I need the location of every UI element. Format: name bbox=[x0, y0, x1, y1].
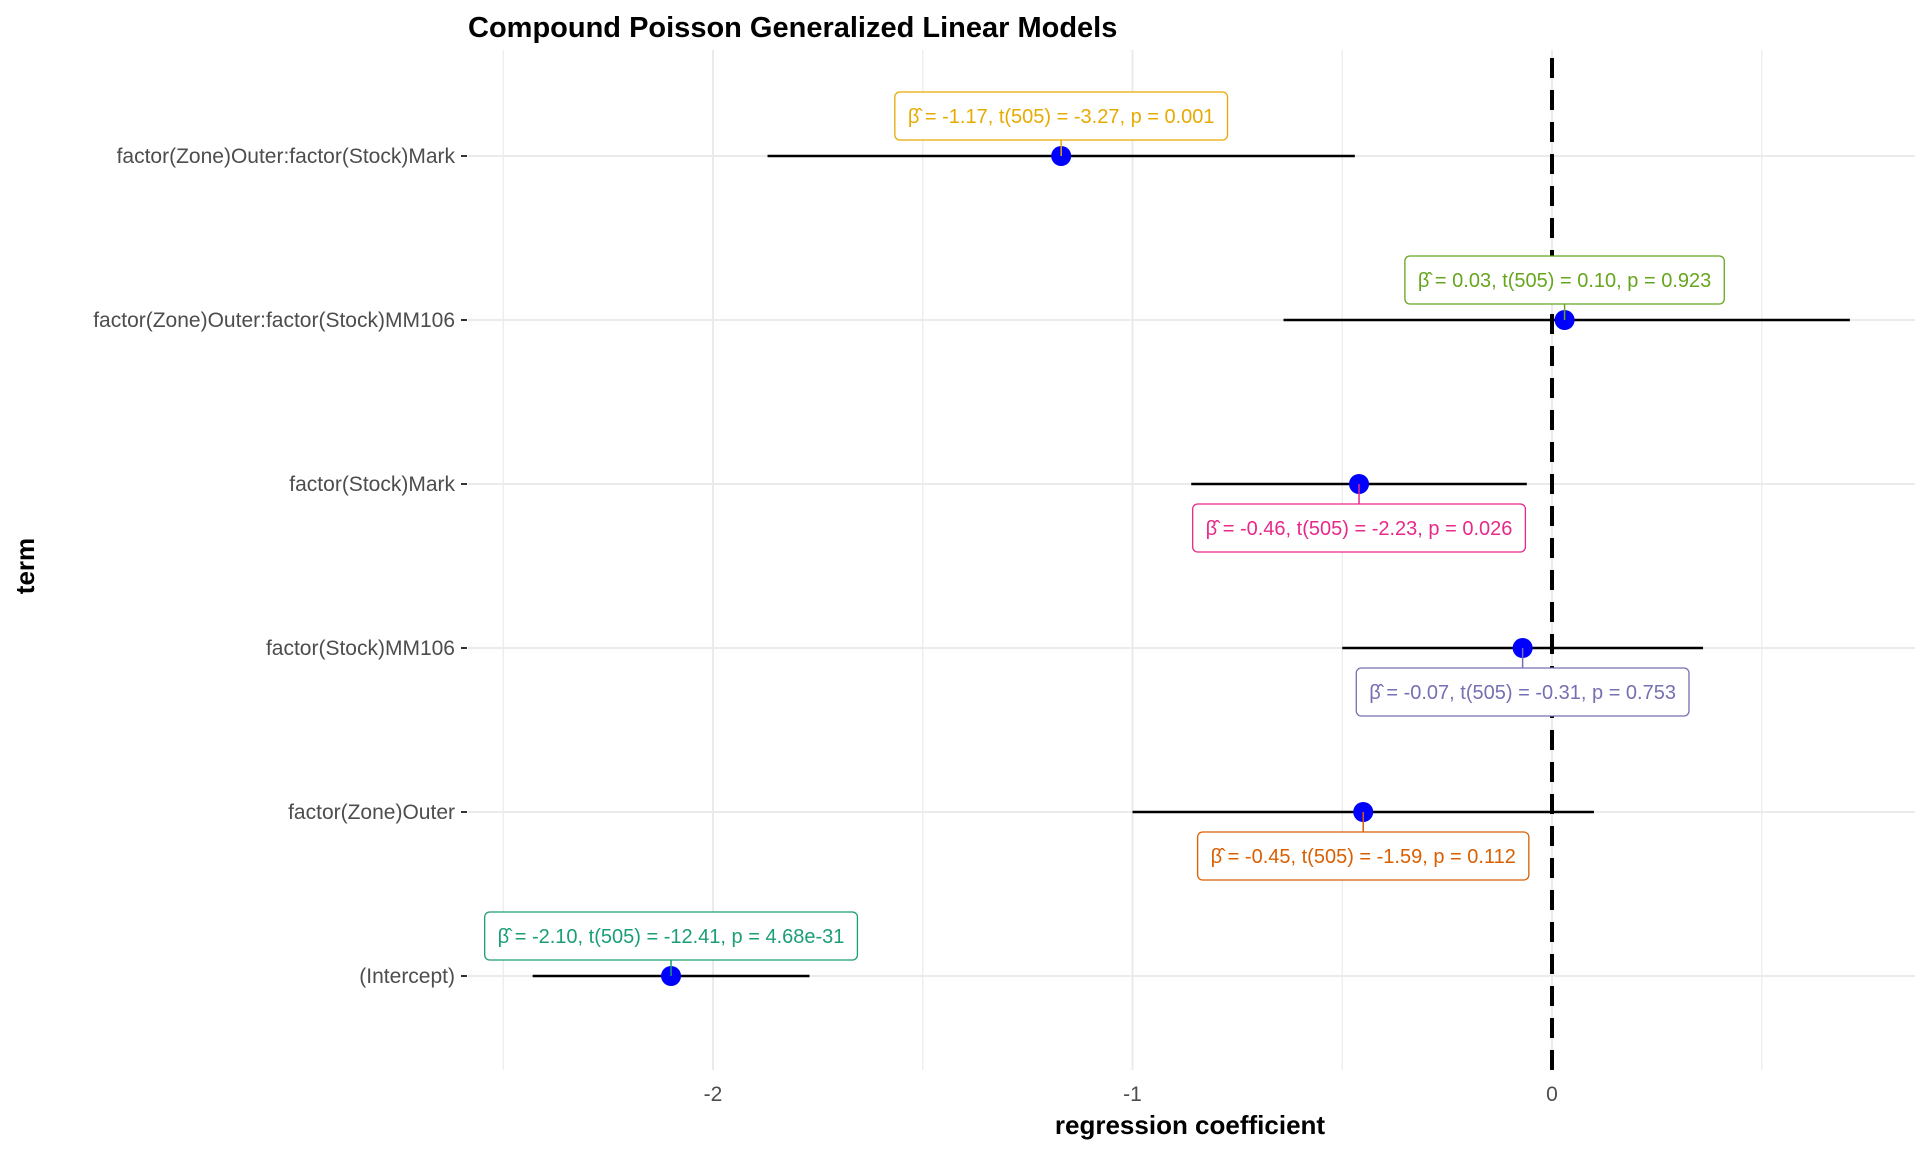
y-tick-label: factor(Stock)MM106 bbox=[266, 637, 455, 660]
x-tick-label: -1 bbox=[1123, 1083, 1142, 1106]
coefficient-label: β̂ = -0.45, t(505) = -1.59, p = 0.112 bbox=[1196, 812, 1530, 881]
x-axis: -2 -1 0 bbox=[704, 1083, 1558, 1106]
coefficient-label-text: β̂ = -1.17, t(505) = -3.27, p = 0.001 bbox=[908, 106, 1215, 128]
grid-lines bbox=[468, 50, 1915, 1070]
x-tick-label: -2 bbox=[704, 1083, 723, 1106]
coefficient-label-text: β̂ = -2.10, t(505) = -12.41, p = 4.68e-3… bbox=[498, 926, 845, 948]
coefficient-label: β̂ = 0.03, t(505) = 0.10, p = 0.923 bbox=[1404, 255, 1725, 320]
y-axis: factor(Zone)Outer:factor(Stock)Mark facto… bbox=[93, 145, 467, 988]
y-tick-label: factor(Stock)Mark bbox=[289, 473, 455, 496]
y-tick-label: factor(Zone)Outer:factor(Stock)MM106 bbox=[93, 309, 455, 332]
coefficient-label-text: β̂ = -0.45, t(505) = -1.59, p = 0.112 bbox=[1211, 846, 1516, 868]
y-axis-title: term bbox=[10, 538, 40, 594]
coefficient-label-text: β̂ = -0.07, t(505) = -0.31, p = 0.753 bbox=[1369, 682, 1676, 704]
coefficient-label-text: β̂ = -0.46, t(505) = -2.23, p = 0.026 bbox=[1206, 518, 1513, 540]
y-tick-label: factor(Zone)Outer:factor(Stock)Mark bbox=[117, 145, 456, 168]
coefficient-label-text: β̂ = 0.03, t(505) = 0.10, p = 0.923 bbox=[1418, 270, 1711, 292]
chart-title: Compound Poisson Generalized Linear Mode… bbox=[468, 12, 1117, 44]
x-tick-label: 0 bbox=[1546, 1083, 1558, 1106]
coefficient-label: β̂ = -2.10, t(505) = -12.41, p = 4.68e-3… bbox=[484, 911, 859, 976]
coefficient-label: β̂ = -0.07, t(505) = -0.31, p = 0.753 bbox=[1355, 648, 1690, 717]
coefficient-label: β̂ = -0.46, t(505) = -2.23, p = 0.026 bbox=[1192, 484, 1527, 553]
y-tick-label: (Intercept) bbox=[359, 965, 455, 988]
x-axis-title: regression coefficient bbox=[1055, 1110, 1326, 1140]
plot-marks: β̂ = -1.17, t(505) = -3.27, p = 0.001 β̂ … bbox=[484, 91, 1850, 986]
coefficient-label: β̂ = -1.17, t(505) = -3.27, p = 0.001 bbox=[894, 91, 1229, 156]
y-tick-label: factor(Zone)Outer bbox=[288, 801, 455, 824]
